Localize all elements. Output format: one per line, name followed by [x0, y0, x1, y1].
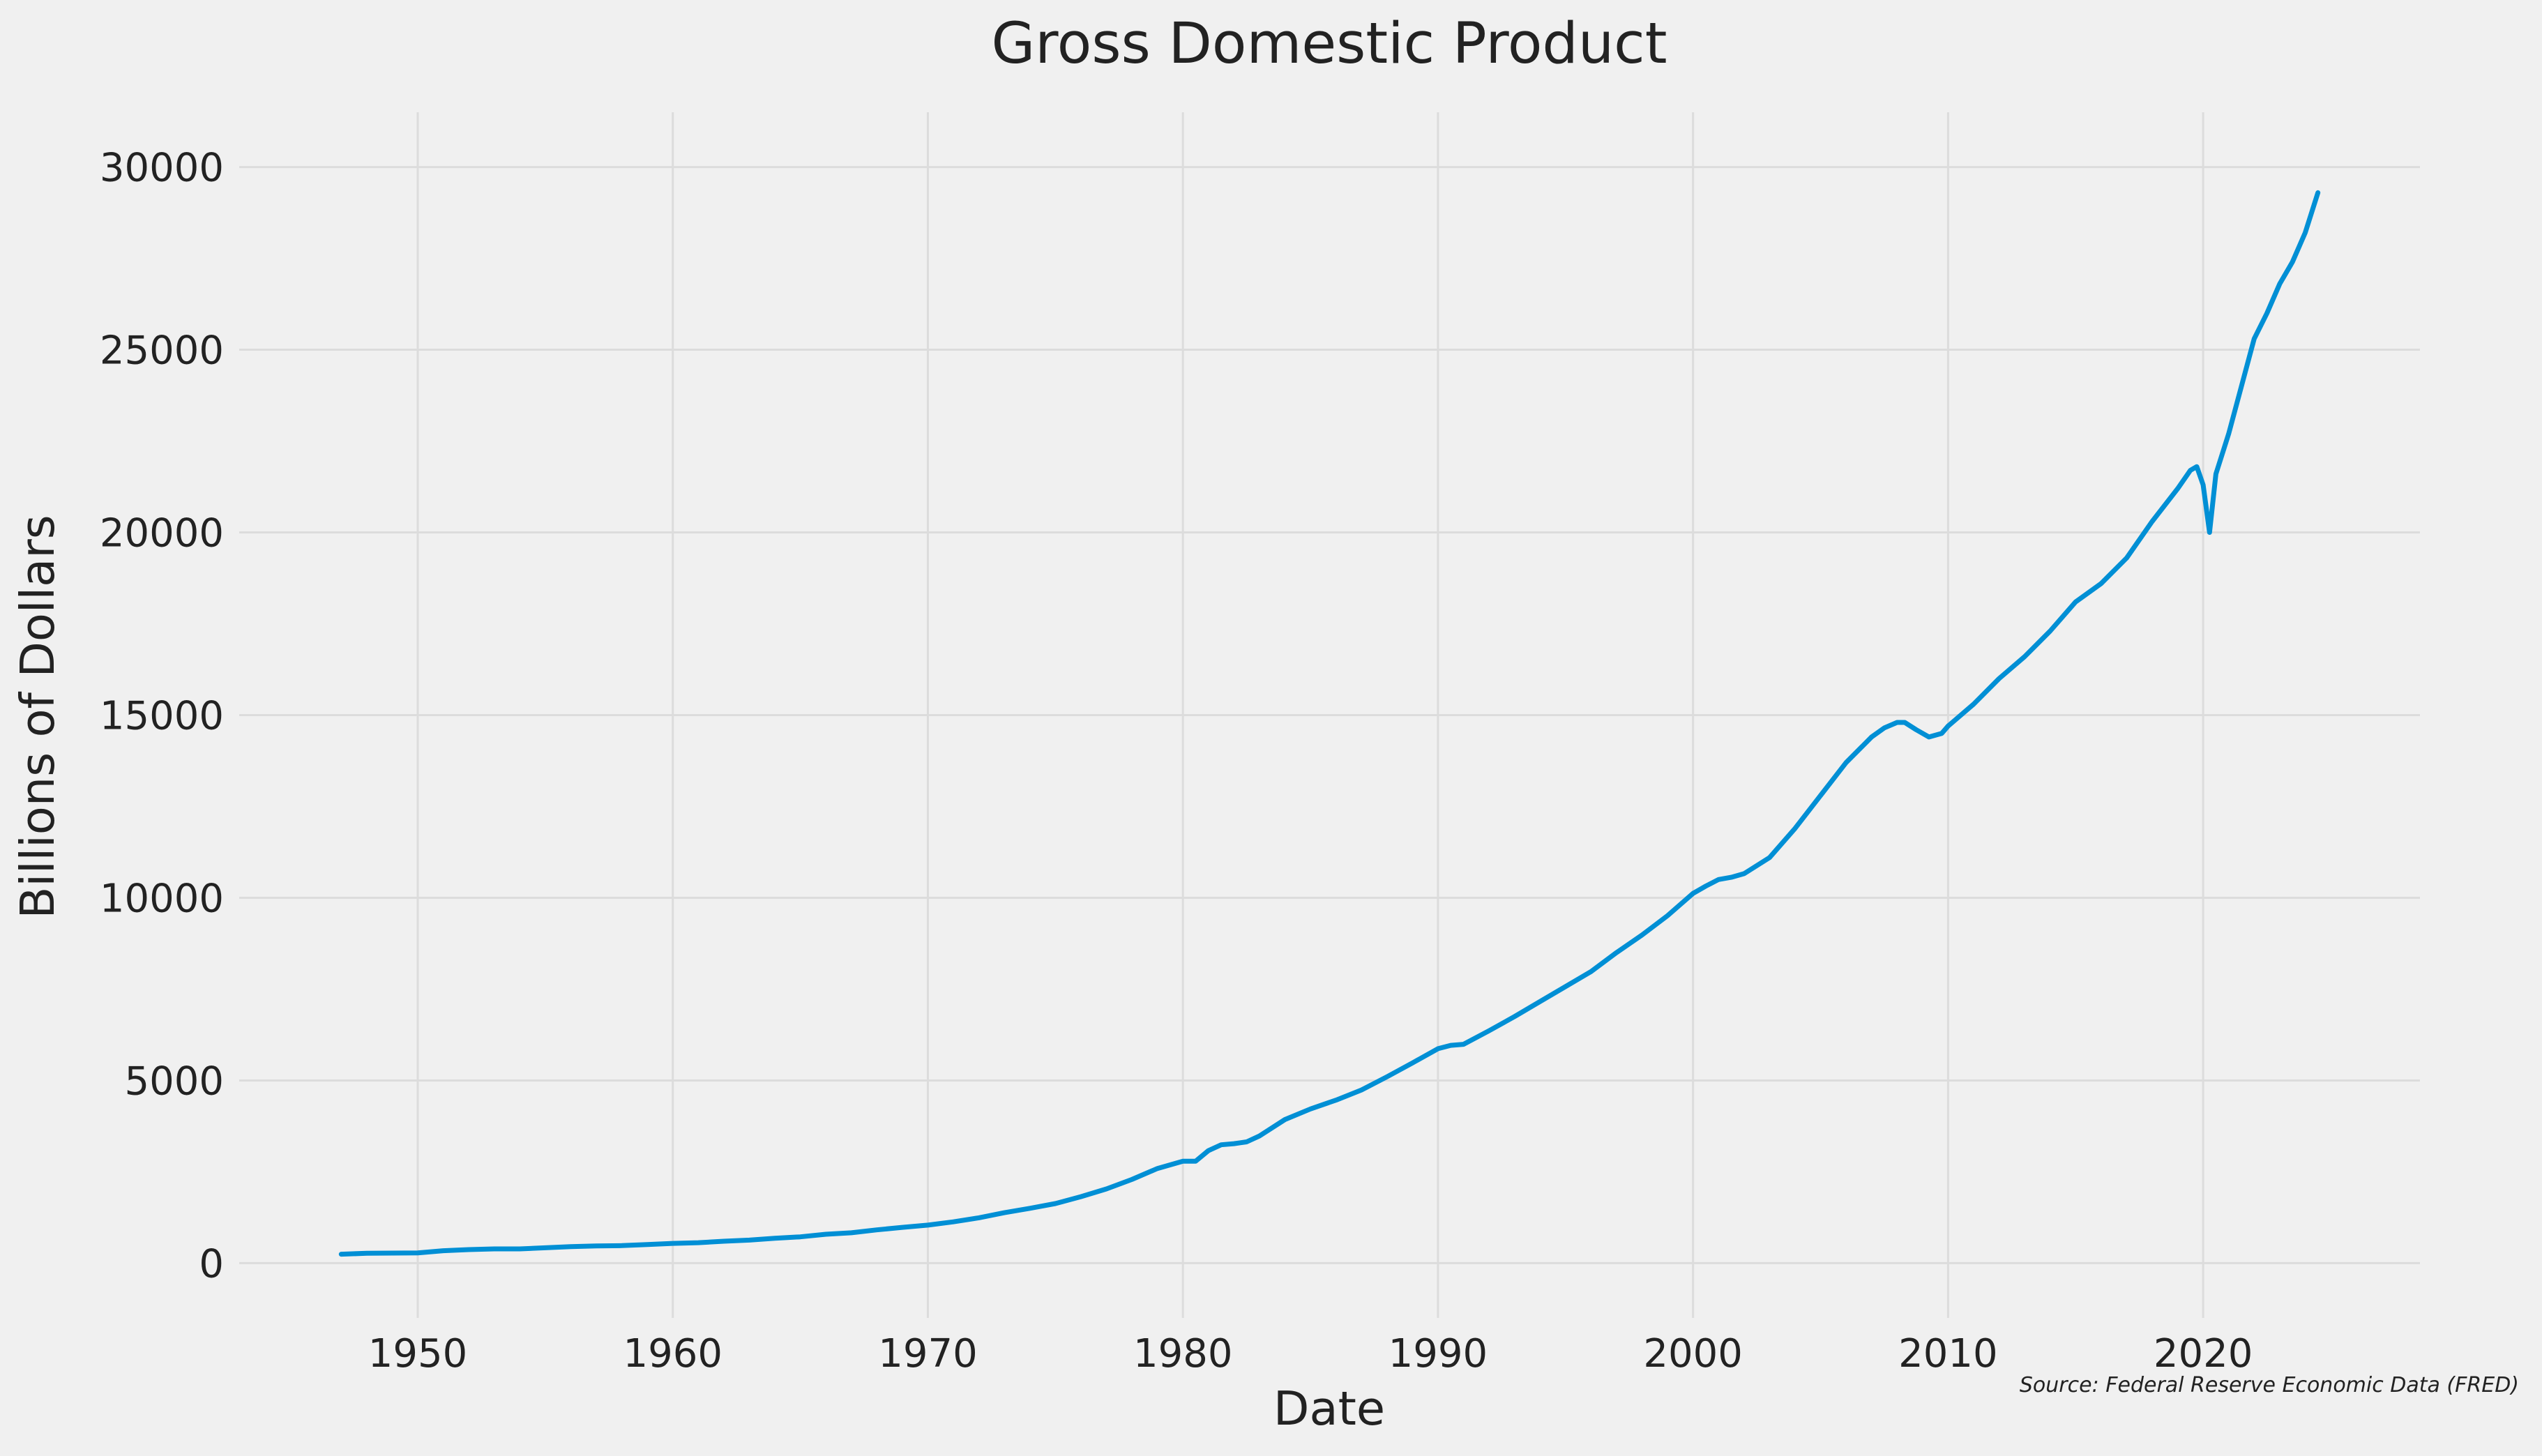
x-tick-label: 1970	[878, 1331, 978, 1377]
chart-title: Gross Domestic Product	[992, 11, 1667, 77]
y-tick-labels: 0 5000 10000 15000 20000 25000 30000	[100, 146, 224, 1287]
x-tick-label: 1980	[1133, 1331, 1233, 1377]
grid-lines	[239, 112, 2420, 1318]
x-tick-labels: 1950 1960 1970 1980 1990 2000 2010 2020	[368, 1331, 2253, 1377]
gdp-series-line	[338, 190, 2321, 1257]
x-tick-label: 1960	[623, 1331, 722, 1377]
x-tick-label: 2010	[1898, 1331, 1998, 1377]
y-tick-label: 0	[199, 1241, 224, 1287]
x-tick-label: 2020	[2154, 1331, 2253, 1377]
y-tick-label: 20000	[100, 511, 224, 556]
y-tick-label: 15000	[100, 694, 224, 739]
y-tick-label: 10000	[100, 876, 224, 921]
x-axis-label: Date	[1273, 1381, 1385, 1436]
y-tick-label: 5000	[124, 1059, 224, 1104]
y-axis-label: Billions of Dollars	[10, 515, 65, 918]
x-tick-label: 1990	[1389, 1331, 1488, 1377]
y-tick-label: 25000	[100, 328, 224, 374]
y-tick-label: 30000	[100, 146, 224, 191]
x-tick-label: 1950	[368, 1331, 468, 1377]
source-note: Source: Federal Reserve Economic Data (F…	[2020, 1373, 2519, 1397]
x-tick-label: 2000	[1643, 1331, 1743, 1377]
